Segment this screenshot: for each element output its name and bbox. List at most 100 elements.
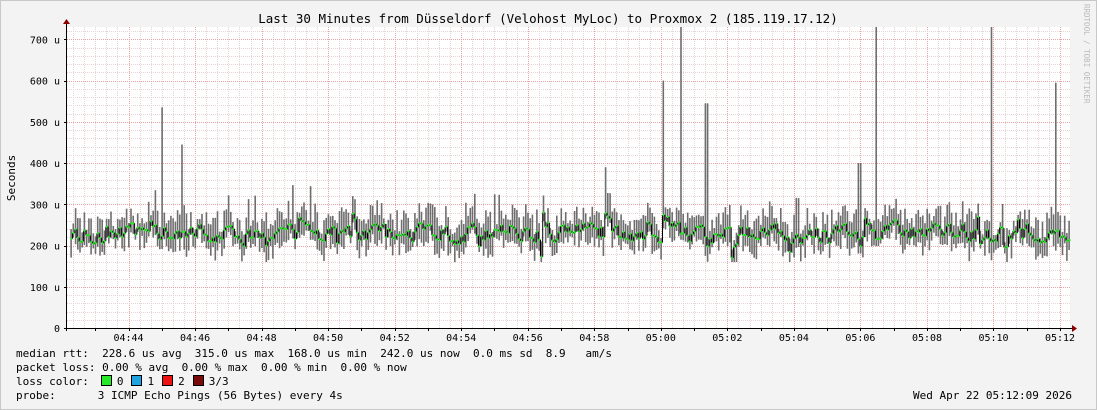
smoke-band — [187, 229, 190, 251]
x-tick-label: 05:02 — [712, 333, 742, 344]
smoke-band — [533, 234, 536, 261]
smoke-band — [458, 224, 460, 259]
smoke-band — [671, 212, 673, 242]
smoke-band — [828, 237, 831, 258]
smoke-band — [835, 220, 838, 246]
smoke-band — [403, 210, 405, 245]
smoke-band — [682, 213, 684, 241]
smoke-band — [303, 202, 305, 236]
smoke-band — [221, 231, 223, 257]
smoke-band — [1041, 221, 1044, 259]
loss-color-legend: loss color: 0 1 2 3/3 — [16, 375, 229, 389]
smoke-band — [1032, 228, 1035, 248]
smoke-band — [128, 223, 130, 248]
smoke-band — [788, 238, 791, 262]
smoke-band — [917, 210, 920, 243]
smoke-band — [329, 216, 332, 249]
smoke-band — [529, 218, 531, 252]
smoke-band — [795, 197, 798, 248]
smoke-band — [427, 202, 429, 244]
smoke-band — [238, 220, 241, 250]
smoke-band — [170, 215, 172, 249]
smoke-band — [374, 215, 376, 244]
smoke-band — [897, 214, 900, 234]
loss-color-swatch — [192, 375, 204, 386]
x-tick-label: 05:06 — [845, 333, 875, 344]
smoke-band — [269, 223, 272, 246]
smoke-band — [283, 219, 285, 242]
smoke-band — [407, 217, 409, 252]
smoke-band — [312, 221, 314, 240]
smoke-band — [811, 231, 813, 245]
smoke-band — [429, 203, 432, 231]
smoke-band — [314, 203, 316, 241]
smoke-band — [871, 224, 873, 247]
smoke-band — [609, 193, 611, 223]
smoke-band — [498, 194, 500, 241]
smoke-band — [389, 213, 392, 247]
smoke-band — [108, 219, 110, 244]
x-tick-label: 05:00 — [646, 333, 676, 344]
smoke-band — [844, 205, 846, 239]
smoke-band — [500, 210, 503, 236]
smoke-band — [456, 227, 458, 251]
smoke-band — [1030, 226, 1033, 248]
smoke-band — [955, 212, 957, 249]
smoke-band — [230, 211, 232, 236]
smoke-band — [562, 220, 565, 244]
smoke-band — [760, 224, 762, 247]
smoke-band — [181, 144, 183, 238]
smoke-band — [363, 219, 365, 240]
smoke-band — [265, 212, 268, 262]
smoke-band — [591, 206, 594, 238]
loss-color-value: 2 — [178, 375, 185, 388]
smoke-band — [83, 212, 86, 245]
y-tick-label: 200 u — [30, 242, 60, 253]
smoke-band — [258, 233, 261, 252]
smoke-band — [318, 232, 321, 251]
smoke-band — [305, 210, 307, 231]
smoke-band — [334, 220, 336, 248]
smoke-band — [908, 222, 911, 246]
smoke-band — [90, 218, 92, 255]
smoke-band — [94, 236, 97, 254]
x-tick-label: 05:12 — [1045, 333, 1075, 344]
smoke-band — [1010, 233, 1013, 259]
loss-color-label: loss color: — [16, 375, 89, 388]
smoke-band — [442, 229, 445, 251]
smoke-band — [879, 221, 882, 244]
smoke-band — [660, 237, 662, 260]
smoke-band — [1026, 219, 1028, 244]
smoke-band — [77, 218, 79, 250]
smoke-band — [711, 219, 713, 248]
smoke-band — [509, 219, 512, 243]
x-tick-label: 04:46 — [180, 333, 210, 344]
smoke-band — [454, 232, 456, 263]
smoke-band — [593, 214, 596, 247]
smoke-band — [416, 218, 418, 247]
smoke-band — [132, 215, 134, 234]
smoke-band — [855, 209, 857, 243]
smoke-band — [884, 204, 886, 235]
smoke-band — [689, 218, 691, 250]
smoke-band — [780, 208, 782, 238]
smoke-band — [587, 221, 589, 245]
smoke-band — [110, 211, 112, 239]
smoke-band — [706, 103, 709, 262]
smoke-band — [598, 212, 600, 248]
smoke-band — [1052, 214, 1055, 247]
smoke-band — [92, 233, 95, 249]
smoke-band — [877, 219, 880, 246]
smoke-band — [136, 213, 139, 232]
smoke-band — [988, 221, 991, 254]
smoke-band — [398, 231, 401, 256]
smoke-band — [744, 214, 747, 246]
smoke-band — [285, 218, 288, 243]
loss-color-item: 0 — [100, 375, 123, 388]
smoke-band — [474, 193, 476, 234]
smoke-band — [396, 210, 398, 241]
smoke-band — [438, 226, 441, 258]
smoke-band — [602, 226, 605, 256]
smoke-band — [611, 211, 614, 248]
